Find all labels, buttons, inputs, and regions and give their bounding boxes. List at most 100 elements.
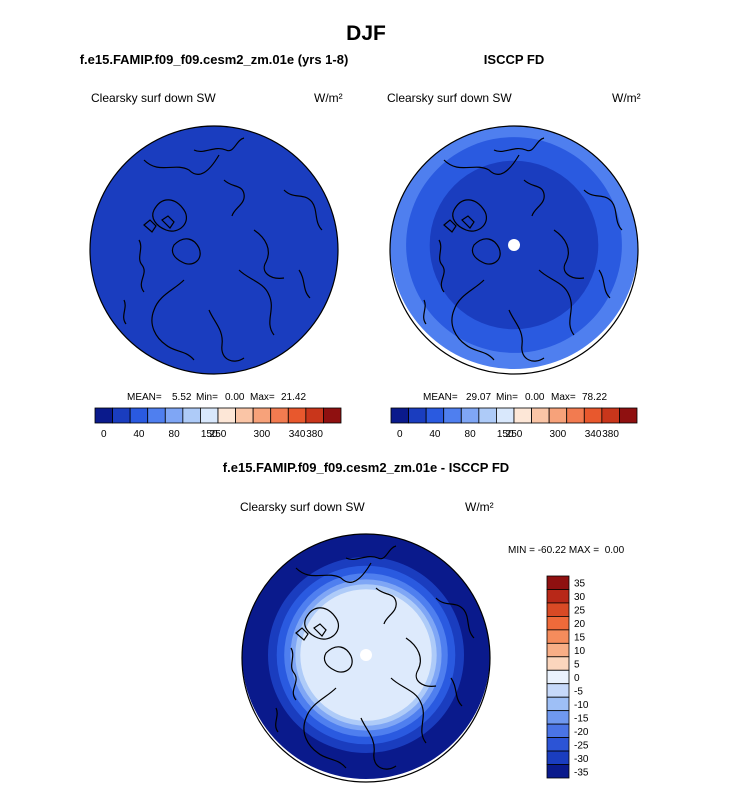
panel-model-variable-label: Clearsky surf down SW	[91, 91, 216, 105]
panel-diff-title: f.e15.FAMIP.f09_f09.cesm2_zm.01e - ISCCP…	[223, 460, 509, 475]
colorbar-1-box-12	[601, 407, 620, 424]
colorbar-1-tick-0: 0	[397, 429, 403, 440]
colorbar-1-box-0	[390, 407, 409, 424]
panel-model: f.e15.FAMIP.f09_f09.cesm2_zm.01e (yrs 1-…	[80, 52, 349, 440]
colorbar-2-box-3	[546, 616, 570, 631]
colorbar-0-box-10	[270, 407, 289, 424]
colorbar-0-box-6	[200, 407, 219, 424]
colorbar-0-box-12	[305, 407, 324, 424]
colorbar-2-tick-8: -5	[574, 687, 583, 698]
colorbar-2-tick-4: 15	[574, 633, 586, 644]
panel-model-mean-label: MEAN=	[127, 392, 162, 403]
colorbar-2-tick-13: -30	[574, 754, 589, 765]
colorbar-2-tick-9: -10	[574, 700, 589, 711]
colorbar-0-tick-3: 150	[201, 429, 218, 440]
colorbar-0-box-3	[147, 407, 166, 424]
colorbar-2-box-5	[546, 642, 570, 658]
panel-obs-min-label: Min=	[496, 392, 518, 403]
colorbar-0-box-11	[287, 407, 307, 424]
panel-obs-min-value: 0.00	[525, 392, 545, 403]
panel-obs: ISCCP FD Clearsky surf down SW W/m² MEAN…	[387, 52, 641, 440]
panel-model-map-boundary	[89, 125, 339, 375]
panel-model-rings	[90, 126, 338, 374]
colorbar-0-box-5	[182, 407, 201, 424]
colorbar-1-tick-4: 250	[506, 429, 523, 440]
colorbar-2-tick-10: -15	[574, 713, 589, 724]
colorbar-0-tick-7: 380	[306, 429, 323, 440]
colorbar-1-box-7	[513, 407, 532, 424]
colorbar-1-box-8	[531, 407, 550, 424]
colorbar-2-box-14	[546, 764, 570, 779]
panel-model-max-label: Max=	[250, 392, 275, 403]
colorbar-1-box-13	[619, 407, 638, 424]
colorbar-1-box-5	[478, 407, 497, 424]
panel-0-ring-0	[90, 126, 338, 374]
colorbar-2-box-4	[546, 629, 570, 644]
colorbar-1-tick-7: 380	[602, 429, 619, 440]
colorbar-2-tick-5: 10	[574, 646, 586, 657]
colorbar-1-box-6	[496, 407, 515, 424]
colorbar-2-tick-1: 30	[574, 592, 586, 603]
colorbar-1-tick-6: 340	[585, 429, 602, 440]
colorbar-2-tick-7: 0	[574, 673, 580, 684]
colorbar-2-box-8	[546, 683, 570, 698]
panel-diff-pole-hole	[360, 649, 372, 661]
colorbar-2-tick-11: -20	[574, 727, 589, 738]
colorbar-2-box-10	[546, 710, 570, 725]
panel-diff-colorbar: 35 30 25 20 15 10 5 0 -5 -10 -15 -20 -25 -30 -35	[546, 575, 589, 779]
colorbar-2-tick-2: 25	[574, 606, 586, 617]
panel-diff-minmax: MIN = -60.22 MAX = 0.00	[508, 545, 625, 556]
panel-model-min-value: 0.00	[225, 392, 245, 403]
colorbar-2-box-12	[546, 737, 570, 752]
panel-obs-max-value: 78.22	[582, 392, 607, 403]
colorbar-1-box-11	[583, 407, 603, 424]
panel-diff-map-boundary	[241, 533, 491, 783]
colorbar-0-box-0	[94, 407, 113, 424]
colorbar-2-tick-3: 20	[574, 619, 586, 630]
colorbar-2-tick-12: -25	[574, 740, 589, 751]
colorbar-0-tick-1: 40	[133, 429, 145, 440]
colorbar-1-box-2	[425, 407, 445, 424]
colorbar-1-box-1	[408, 407, 427, 424]
figure-title: DJF	[346, 22, 386, 45]
colorbar-0-box-1	[112, 407, 131, 424]
panel-model-units: W/m²	[314, 91, 343, 105]
colorbar-0-box-8	[235, 407, 254, 424]
colorbar-0-tick-0: 0	[101, 429, 107, 440]
colorbar-0-box-13	[323, 407, 342, 424]
panel-model-max-value: 21.42	[281, 392, 306, 403]
colorbar-2-box-13	[546, 750, 570, 765]
colorbar-2-box-6	[546, 656, 570, 671]
panel-model-title: f.e15.FAMIP.f09_f09.cesm2_zm.01e (yrs 1-…	[80, 52, 349, 67]
colorbar-0-box-7	[217, 407, 236, 424]
colorbar-2-box-9	[546, 696, 570, 712]
colorbar-1-box-3	[443, 407, 462, 424]
colorbar-2-tick-14: -35	[574, 767, 589, 778]
colorbar-1-box-4	[460, 407, 480, 424]
colorbar-1-box-9	[548, 407, 568, 424]
colorbar-0-box-2	[129, 407, 149, 424]
panel-diff-units: W/m²	[465, 500, 494, 514]
colorbar-0-box-9	[252, 407, 272, 424]
panel-obs-variable-label: Clearsky surf down SW	[387, 91, 512, 105]
colorbar-0-tick-2: 80	[169, 429, 181, 440]
colorbar-2-tick-0: 35	[574, 579, 586, 590]
colorbar-0-tick-5: 300	[254, 429, 271, 440]
colorbar-1-tick-2: 80	[465, 429, 477, 440]
colorbar-2-box-0	[546, 575, 570, 590]
colorbar-0-tick-4: 250	[210, 429, 227, 440]
colorbar-1-tick-5: 300	[550, 429, 567, 440]
panel-obs-mean-label: MEAN=	[423, 392, 458, 403]
panel-obs-max-label: Max=	[551, 392, 576, 403]
panel-obs-units: W/m²	[612, 91, 641, 105]
panel-model-mean-value: 5.52	[172, 392, 192, 403]
colorbar-2-tick-6: 5	[574, 660, 580, 671]
colorbar-0-box-4	[164, 407, 184, 424]
colorbar-2-box-7	[546, 669, 570, 685]
colorbar-0-tick-6: 340	[289, 429, 306, 440]
panel-diff-variable-label: Clearsky surf down SW	[240, 500, 365, 514]
panel-obs-title: ISCCP FD	[484, 52, 544, 67]
